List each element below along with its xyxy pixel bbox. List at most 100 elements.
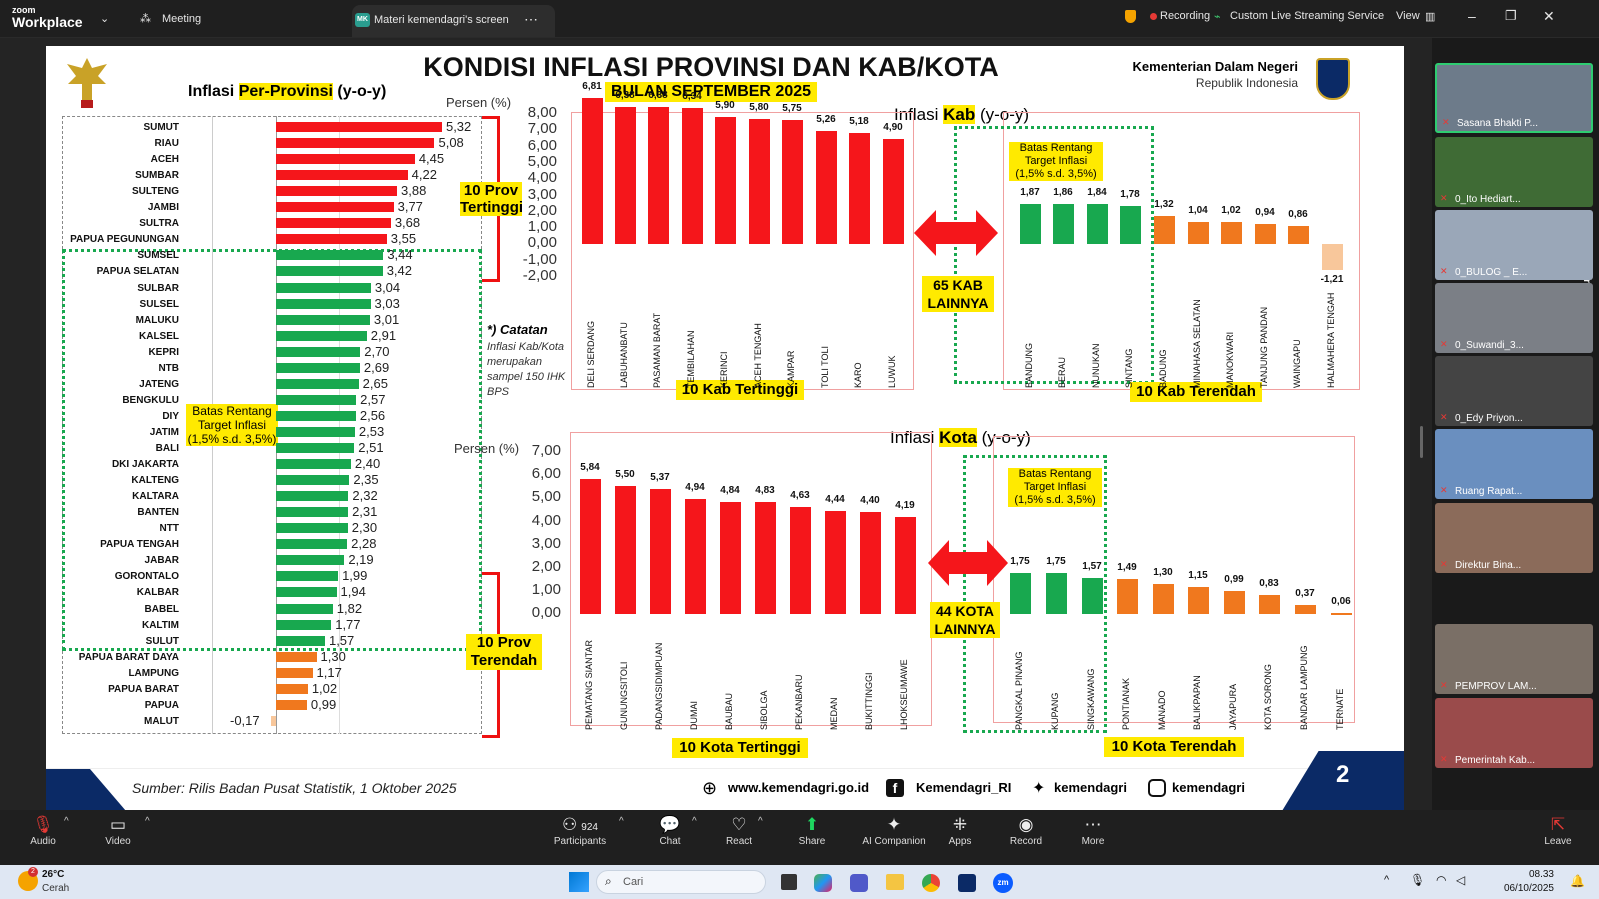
more-button[interactable]: ⋯ More bbox=[1063, 814, 1123, 847]
shield-icon[interactable] bbox=[1125, 10, 1136, 23]
file-explorer-icon[interactable] bbox=[886, 874, 904, 890]
participant-tile[interactable]: ✕ Sasana Bhakti P... bbox=[1435, 63, 1593, 133]
mic-tray-icon[interactable]: 🎙 bbox=[1410, 873, 1426, 887]
task-view-icon[interactable] bbox=[781, 874, 797, 890]
share-button[interactable]: ⬆ Share bbox=[782, 814, 842, 847]
ai-companion-button[interactable]: ✦ AI Companion bbox=[854, 814, 934, 847]
tray-chevron-icon[interactable]: ^ bbox=[1384, 874, 1390, 886]
ai-companion-label: AI Companion bbox=[862, 836, 926, 847]
meeting-label[interactable]: Meeting bbox=[162, 13, 202, 25]
prov-row-label: KALTENG bbox=[131, 475, 179, 487]
kab-bar-value: 0,94 bbox=[1255, 206, 1275, 218]
restore-icon[interactable]: ❐ bbox=[1505, 8, 1517, 23]
kota-category-label: BANDAR LAMPUNG bbox=[1299, 645, 1309, 730]
teams-icon[interactable] bbox=[850, 874, 868, 892]
kab-bar bbox=[615, 106, 636, 244]
prov-bar bbox=[276, 699, 307, 710]
prov-top-label: 10 Prov Tertinggi bbox=[460, 182, 524, 216]
participant-tile[interactable]: ✕ Ruang Rapat... bbox=[1435, 429, 1593, 499]
prov-bar bbox=[276, 314, 370, 325]
audio-button[interactable]: 🎙 Audio bbox=[13, 814, 73, 847]
clock-date[interactable]: 06/10/2025 bbox=[1503, 883, 1554, 894]
panel-resize-handle[interactable] bbox=[1420, 426, 1423, 458]
participants-icon: ⚇ 924 bbox=[562, 815, 598, 834]
prov-bar-value: 1,17 bbox=[316, 664, 342, 680]
kota-bar-value: 1,30 bbox=[1153, 566, 1173, 578]
chrome-icon[interactable] bbox=[922, 874, 940, 892]
prov-bar bbox=[276, 410, 356, 421]
apps-button[interactable]: ⁜ Apps bbox=[930, 814, 990, 847]
participant-tile[interactable]: ✕ Direktur Bina... bbox=[1435, 503, 1593, 573]
kota-bar bbox=[825, 510, 846, 614]
record-button[interactable]: ◉ Record bbox=[996, 814, 1056, 847]
participant-tile[interactable]: ✕ Pemerintah Kab... bbox=[1435, 698, 1593, 768]
participant-name: Pemerintah Kab... bbox=[1455, 755, 1536, 766]
prov-bar-value: 3,55 bbox=[390, 231, 417, 247]
prov-bar-value: 1,99 bbox=[342, 568, 368, 584]
leave-button[interactable]: ⇱ Leave bbox=[1528, 814, 1588, 847]
audio-label: Audio bbox=[30, 836, 56, 847]
chat-icon: 💬 bbox=[659, 815, 681, 834]
clock-time[interactable]: 08.33 bbox=[1528, 869, 1554, 880]
close-icon[interactable]: ✕ bbox=[1543, 8, 1555, 24]
kota-category-label: MANADO bbox=[1157, 690, 1167, 730]
prov-bar-value: 2,70 bbox=[364, 343, 390, 359]
volume-icon[interactable]: ◁ bbox=[1456, 873, 1466, 887]
wifi-icon[interactable]: ◠ bbox=[1436, 873, 1447, 887]
kab-bar bbox=[1154, 215, 1175, 244]
prov-bar bbox=[276, 523, 348, 534]
participants-chevron-icon[interactable]: ^ bbox=[619, 816, 624, 827]
prov-bar-value: 4,22 bbox=[411, 167, 437, 183]
chat-button[interactable]: 💬 Chat bbox=[640, 814, 700, 847]
video-chevron-icon[interactable]: ^ bbox=[145, 816, 150, 827]
record-icon: ◉ bbox=[1018, 815, 1034, 834]
prov-row-label: SULTRA bbox=[139, 218, 179, 230]
participant-tile[interactable]: ✕ 0_Suwandi_3... bbox=[1435, 283, 1593, 353]
prov-bar bbox=[276, 667, 313, 678]
kota-category-label: KUPANG bbox=[1050, 692, 1060, 730]
kota-bar bbox=[1082, 577, 1103, 614]
react-chevron-icon[interactable]: ^ bbox=[758, 816, 763, 827]
audio-chevron-icon[interactable]: ^ bbox=[64, 816, 69, 827]
notification-bell-icon[interactable]: 🔔 bbox=[1570, 874, 1585, 888]
copilot-icon[interactable] bbox=[814, 874, 832, 892]
participant-tile[interactable]: ✕ 0_Ito Hediart... bbox=[1435, 137, 1593, 207]
prov-bar-value: 3,68 bbox=[394, 215, 421, 231]
participant-tile[interactable]: ✕ 0_Edy Priyon... bbox=[1435, 356, 1593, 426]
kab-bar-value: 5,90 bbox=[715, 100, 735, 112]
mic-muted-icon: ✕ bbox=[1442, 117, 1450, 127]
chat-chevron-icon[interactable]: ^ bbox=[692, 816, 697, 827]
kab-category-label: MANOKWARI bbox=[1225, 331, 1235, 388]
react-button[interactable]: ♡ React bbox=[709, 814, 769, 847]
chat-label: Chat bbox=[659, 836, 681, 847]
kab-bar-value: 1,02 bbox=[1221, 205, 1241, 217]
more-options-icon[interactable]: ⋯ bbox=[524, 11, 538, 27]
participant-name: 0_Edy Priyon... bbox=[1455, 413, 1523, 424]
app-icon[interactable] bbox=[958, 874, 976, 892]
kota-bar-value: 1,15 bbox=[1188, 570, 1208, 582]
video-button[interactable]: ▭ Video bbox=[88, 814, 148, 847]
taskbar-search[interactable]: ⌕ Cari bbox=[596, 870, 766, 894]
leave-label: Leave bbox=[1544, 836, 1572, 847]
prov-row-label: KALSEL bbox=[139, 330, 179, 342]
windows-start-icon[interactable] bbox=[569, 872, 589, 892]
zoom-taskbar-icon[interactable]: zm bbox=[993, 873, 1013, 893]
recording-label[interactable]: Recording bbox=[1160, 10, 1211, 22]
share-tab[interactable]: MK Materi kemendagri's screen ⋯ bbox=[352, 5, 555, 37]
streaming-icon: ⌁ bbox=[1214, 11, 1221, 23]
prov-bar-value: 2,32 bbox=[352, 488, 378, 504]
kab-category-label: BADUNG bbox=[1158, 349, 1168, 388]
participant-tile[interactable]: ✕ PEMPROV LAM... bbox=[1435, 624, 1593, 694]
mic-muted-icon: ✕ bbox=[1440, 193, 1448, 203]
chevron-down-icon[interactable]: ⌄ bbox=[100, 13, 110, 25]
kota-bar bbox=[1295, 605, 1316, 614]
kemendagri-logo bbox=[1316, 58, 1350, 100]
view-label[interactable]: View bbox=[1396, 10, 1420, 22]
kab-target-label: Batas Rentang Target Inflasi (1,5% s.d. … bbox=[1009, 142, 1103, 181]
minimize-icon[interactable]: – bbox=[1468, 8, 1476, 24]
streaming-label[interactable]: Custom Live Streaming Service bbox=[1230, 10, 1385, 22]
kota-low-frame bbox=[993, 436, 1355, 723]
participants-button[interactable]: ⚇ 924 Participants bbox=[550, 814, 610, 847]
prov-bar bbox=[276, 651, 317, 662]
participant-tile[interactable]: ✕ 0_BULOG _ E... bbox=[1435, 210, 1593, 280]
